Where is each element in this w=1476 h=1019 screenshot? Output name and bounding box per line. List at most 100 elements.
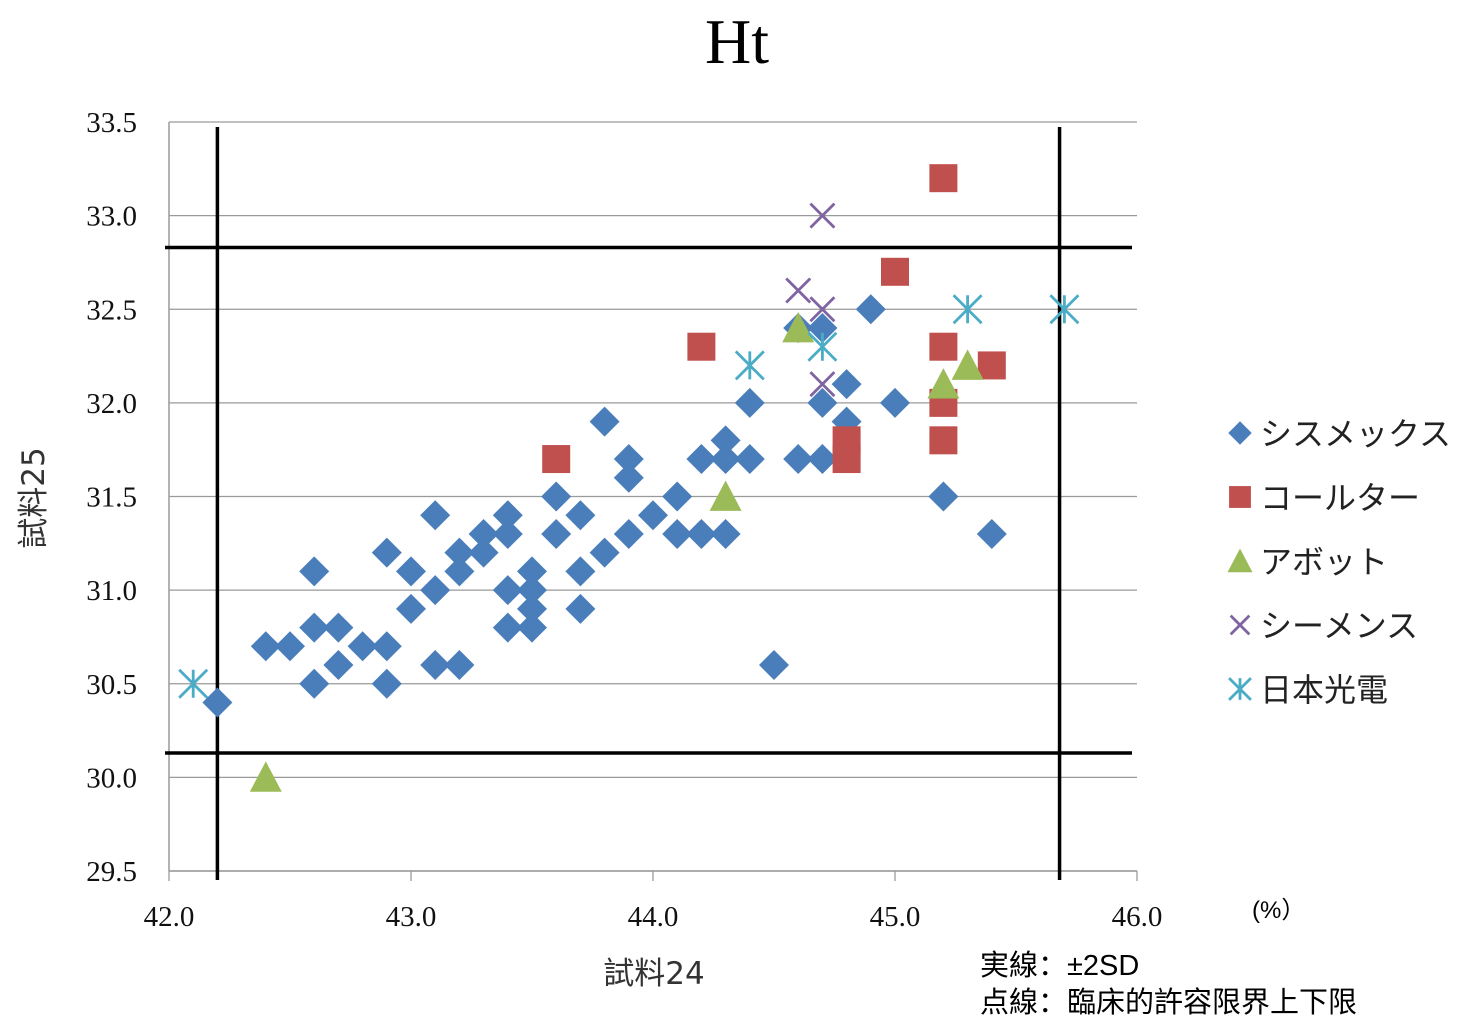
legend-marker-diamond [1228, 421, 1252, 445]
data-point-diamond [976, 518, 1007, 549]
x-tick-label: 42.0 [144, 901, 195, 933]
data-point-diamond [420, 575, 451, 606]
data-point-triangle [249, 761, 282, 792]
legend-marker-asterisk [1228, 677, 1252, 701]
unit-label: (%） [1252, 897, 1305, 924]
data-point-square [977, 351, 1006, 380]
data-point-diamond [734, 444, 765, 475]
chart-title: Ht [705, 6, 769, 77]
data-point-diamond [299, 612, 330, 643]
data-point-diamond [250, 631, 281, 662]
data-point-diamond [880, 387, 910, 418]
data-point-diamond [589, 406, 620, 437]
y-tick-label: 30.0 [86, 762, 137, 794]
data-point-diamond [517, 593, 547, 624]
y-tick-label: 33.0 [86, 201, 137, 233]
data-point-diamond [396, 593, 426, 624]
data-point-diamond [468, 518, 499, 549]
data-point-diamond [323, 612, 354, 643]
grid-lines [169, 121, 1137, 872]
data-point-diamond [734, 387, 765, 418]
data-point-diamond [807, 312, 838, 343]
data-point-diamond [710, 518, 741, 549]
data-point-asterisk [1049, 294, 1080, 325]
data-point-triangle [927, 368, 960, 399]
data-point-square [929, 332, 958, 361]
data-point-square [542, 445, 571, 474]
data-point-diamond [686, 518, 717, 549]
data-point-diamond [807, 444, 838, 475]
data-point-diamond [396, 556, 426, 587]
data-point-x [809, 296, 836, 323]
data-point-diamond [517, 575, 547, 606]
legend-label: シスメックス [1260, 415, 1451, 453]
data-point-diamond [541, 481, 572, 512]
data-point-diamond [541, 518, 572, 549]
tick-labels: 29.5 30.0 30.5 31.0 31.5 32.0 32.5 33.0 33.5 42.0… [86, 107, 1162, 933]
data-point-square [881, 257, 909, 286]
data-point-diamond [420, 500, 451, 531]
data-point-diamond [371, 668, 402, 699]
data-point-diamond [662, 481, 693, 512]
data-point-diamond [444, 650, 475, 681]
data-point-square [832, 445, 861, 474]
data-point-diamond [492, 575, 523, 606]
data-point-diamond [444, 537, 475, 568]
data-point-diamond [710, 425, 741, 456]
data-point-asterisk [178, 668, 209, 699]
y-tick-label: 32.5 [86, 294, 137, 326]
y-tick-label: 31.0 [86, 575, 137, 607]
x-tick-label: 45.0 [870, 901, 921, 933]
data-point-diamond [613, 444, 644, 475]
x-tick-label: 44.0 [628, 901, 679, 933]
x-tick-label: 46.0 [1112, 901, 1163, 933]
reference-lines [165, 127, 1132, 880]
legend-label: アボット [1260, 543, 1388, 581]
data-point-square [687, 332, 716, 361]
data-point-diamond [613, 518, 644, 549]
data-point-diamond [371, 631, 402, 662]
data-point-diamond [420, 650, 451, 681]
data-point-diamond [517, 556, 547, 587]
data-point-diamond [275, 631, 305, 662]
legend-marker-x [1229, 614, 1251, 636]
data-point-diamond [807, 387, 838, 418]
x-tick-label: 43.0 [386, 901, 437, 933]
data-point-diamond [565, 556, 596, 587]
data-point-diamond [444, 556, 475, 587]
data-point-diamond [686, 444, 717, 475]
y-tick-label: 32.0 [86, 388, 137, 420]
data-point-diamond [783, 444, 814, 475]
data-point-diamond [468, 537, 499, 568]
note-dotted-line: 点線：臨床的許容限界上下限 [980, 986, 1357, 1019]
legend-marker-triangle [1227, 548, 1253, 573]
data-point-diamond [565, 500, 596, 531]
data-point-diamond [710, 444, 741, 475]
y-tick-label: 33.5 [86, 107, 137, 139]
data-point-triangle [709, 480, 742, 511]
y-axis-label: 試料25 [16, 447, 52, 548]
data-point-diamond [613, 462, 644, 493]
data-point-diamond [371, 537, 402, 568]
data-point-x [785, 277, 812, 304]
note-solid-line: 実線：±2SD [980, 949, 1139, 982]
data-point-diamond [299, 556, 330, 587]
data-point-diamond [299, 668, 330, 699]
y-tick-label: 29.5 [86, 856, 137, 888]
data-point-diamond [855, 294, 886, 325]
legend-label: シーメンス [1260, 607, 1418, 645]
data-point-diamond [492, 518, 523, 549]
y-tick-label: 30.5 [86, 669, 137, 701]
data-point-diamond [347, 631, 378, 662]
data-point-diamond [589, 537, 620, 568]
data-point-diamond [831, 369, 862, 400]
data-point-diamond [323, 650, 354, 681]
data-point-square [929, 426, 958, 455]
legend-label: 日本光電 [1260, 671, 1388, 709]
legend-marker-square [1229, 486, 1251, 508]
data-point-diamond [638, 500, 668, 531]
data-point-diamond [492, 612, 523, 643]
data-point-diamond [759, 650, 789, 681]
